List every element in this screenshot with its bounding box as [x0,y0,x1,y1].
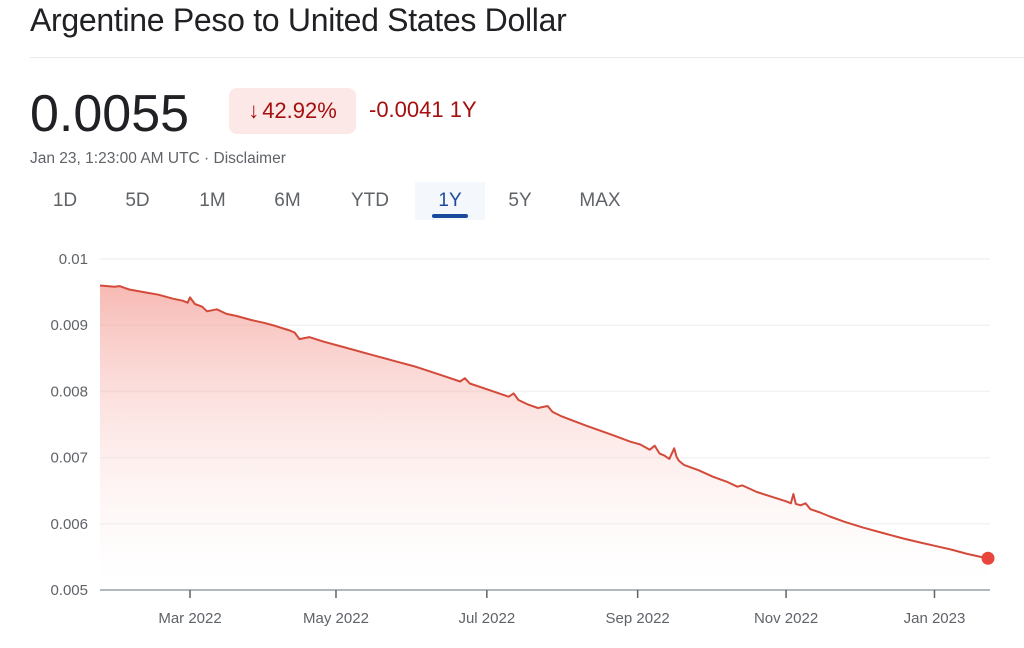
change-percent: 42.92% [262,98,337,123]
page-title: Argentine Peso to United States Dollar [30,2,567,38]
range-tabs: 1D 5D 1M 6M YTD 1Y 5Y MAX [30,182,645,220]
x-tick-label: Nov 2022 [754,610,818,627]
tab-1d[interactable]: 1D [52,190,78,211]
y-tick-label: 0.007 [50,450,88,467]
x-tick-label: Mar 2022 [158,610,221,627]
divider [30,57,1024,58]
y-tick-label: 0.01 [59,251,88,268]
tab-1y[interactable]: 1Y [415,182,485,220]
tab-5d[interactable]: 5D [125,190,150,211]
arrow-down-icon: ↓ [248,98,260,123]
tab-1m[interactable]: 1M [199,190,226,211]
change-absolute: -0.0041 1Y [369,97,477,122]
x-tick-label: Jul 2022 [458,610,515,627]
y-tick-label: 0.009 [50,317,88,334]
price-line [99,284,989,560]
y-tick-label: 0.006 [50,516,88,533]
x-tick-label: Sep 2022 [606,610,670,627]
tab-5y[interactable]: 5Y [508,190,532,211]
y-tick-label: 0.005 [50,582,88,599]
tab-ytd[interactable]: YTD [351,190,389,211]
current-point-dot [981,551,995,565]
y-tick-label: 0.008 [50,383,88,400]
change-percent-badge: ↓ 42.92% [229,88,356,134]
x-tick-label: Jan 2023 [904,610,966,627]
timestamp: Jan 23, 1:23:00 AM UTC [30,150,200,167]
quote-meta: Jan 23, 1:23:00 AM UTC · Disclaimer [30,150,286,168]
separator: · [199,150,214,167]
tab-6m[interactable]: 6M [274,190,301,211]
current-price: 0.0055 [30,85,190,143]
area-fill [100,285,988,590]
x-tick-label: May 2022 [303,610,369,627]
tab-max[interactable]: MAX [579,190,621,211]
disclaimer-link[interactable]: Disclaimer [213,150,286,167]
